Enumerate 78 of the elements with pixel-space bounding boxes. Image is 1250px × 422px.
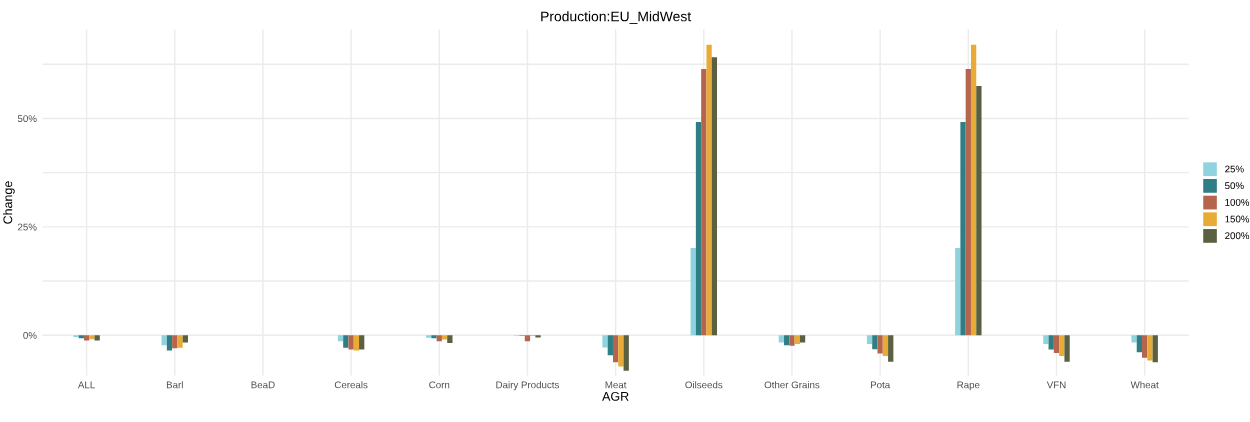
bar	[784, 335, 790, 346]
x-tick-label: Corn	[429, 381, 450, 389]
bar	[1131, 335, 1137, 343]
bar	[343, 335, 349, 348]
bar	[778, 335, 785, 343]
x-tick-label: ALL	[77, 381, 95, 389]
bar	[970, 44, 977, 336]
bar	[182, 335, 188, 343]
bar	[89, 335, 95, 340]
bar	[1043, 335, 1049, 344]
x-tick-label: Meat	[605, 381, 627, 389]
x-tick-label: VFN	[1046, 381, 1066, 389]
bar	[789, 335, 795, 346]
x-tick-label: Pota	[870, 381, 891, 389]
bar	[888, 335, 894, 362]
bar	[166, 335, 173, 351]
bar	[960, 121, 966, 336]
bar	[1136, 335, 1143, 353]
x-tick-label: Barl	[166, 381, 183, 389]
bar	[1147, 335, 1153, 361]
y-tick-label: 0%	[23, 331, 37, 339]
bar	[1048, 335, 1054, 350]
x-tick-label: Wheat	[1130, 381, 1159, 389]
bar	[602, 335, 608, 348]
chart-title: Production:EU_MidWest	[541, 11, 692, 24]
bar	[441, 335, 448, 340]
bar	[866, 335, 873, 344]
x-tick-label: Oilseeds	[685, 381, 723, 389]
bar	[711, 57, 718, 336]
bar	[955, 248, 961, 336]
bar	[877, 335, 883, 354]
y-tick-label: 25%	[17, 223, 37, 231]
x-axis-title: AGR	[602, 391, 629, 401]
bar	[353, 335, 360, 351]
y-axis-title: Change	[3, 181, 15, 224]
bar	[1064, 335, 1070, 362]
bar	[701, 69, 707, 336]
bar	[690, 248, 696, 336]
bar	[799, 335, 806, 343]
bar	[1142, 335, 1148, 358]
bar	[872, 335, 878, 350]
bar	[78, 335, 84, 339]
bar	[695, 121, 702, 336]
bar	[1053, 335, 1060, 354]
bar	[612, 335, 619, 363]
bar	[618, 335, 624, 367]
x-tick-label: Cereals	[334, 381, 368, 389]
bar	[1152, 335, 1158, 363]
x-tick-label: Other Grains	[764, 381, 820, 389]
legend-label: 100%	[1225, 198, 1250, 206]
bar	[348, 335, 354, 350]
bar	[524, 335, 531, 342]
bar	[337, 335, 344, 342]
bar	[1059, 335, 1065, 357]
bar	[976, 85, 982, 336]
bar	[882, 335, 889, 357]
x-tick-label: BeaD	[251, 381, 275, 389]
legend-label: 50%	[1225, 182, 1244, 190]
bar	[447, 335, 453, 344]
bar	[172, 335, 178, 349]
bar	[436, 335, 442, 342]
bar	[177, 335, 183, 348]
legend-label: 150%	[1225, 215, 1250, 223]
bar	[359, 335, 365, 350]
legend-label: 25%	[1225, 165, 1244, 173]
y-tick-label: 50%	[17, 115, 37, 123]
x-tick-label: Dairy Products	[496, 381, 559, 391]
bar	[794, 335, 800, 344]
bar	[965, 69, 971, 336]
bar	[535, 335, 541, 338]
bar	[623, 335, 629, 371]
legend-label: 200%	[1225, 232, 1250, 240]
bar	[607, 335, 613, 356]
x-tick-label: Rape	[957, 381, 980, 391]
bar	[161, 335, 167, 346]
bar	[706, 44, 712, 336]
bar	[431, 335, 437, 339]
bar	[426, 335, 432, 338]
